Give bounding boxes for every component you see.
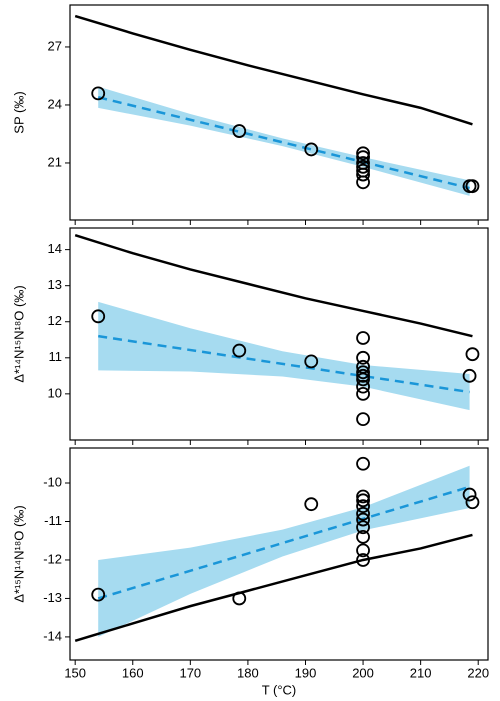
data-point xyxy=(356,386,370,401)
y-tick-label: 21 xyxy=(48,154,62,169)
data-point xyxy=(356,365,370,380)
data-point xyxy=(91,86,106,101)
x-tick-label: 160 xyxy=(122,665,144,680)
confidence-band xyxy=(98,86,470,196)
x-axis-label: T (°C) xyxy=(262,682,297,697)
data-point xyxy=(356,146,370,161)
data-point xyxy=(356,506,370,521)
data-point xyxy=(356,350,370,365)
fit-line xyxy=(97,485,470,600)
confidence-band xyxy=(98,301,470,411)
data-point xyxy=(356,150,370,165)
x-tick-label: 150 xyxy=(64,665,86,680)
plot-frame xyxy=(69,227,489,441)
data-point xyxy=(304,354,319,369)
data-point xyxy=(356,499,370,513)
y-tick-label: 27 xyxy=(48,38,62,53)
data-point xyxy=(356,159,370,174)
x-tick-label: 180 xyxy=(237,665,259,680)
data-point xyxy=(304,497,319,512)
model-line xyxy=(74,533,473,642)
data-point xyxy=(356,529,370,544)
x-tick-label: 170 xyxy=(179,665,201,680)
y-tick-label: -10 xyxy=(43,474,62,489)
data-point xyxy=(356,331,370,345)
y-tick-label: 11 xyxy=(49,349,63,364)
x-tick-label: 200 xyxy=(352,665,374,680)
plot-frame xyxy=(69,447,489,661)
data-point xyxy=(356,543,370,558)
y-axis-label: Δ*¹⁴N¹⁵N¹⁸O (‰) xyxy=(11,285,26,382)
data-point xyxy=(356,489,370,504)
data-point xyxy=(465,179,480,194)
y-tick-label: 13 xyxy=(48,277,62,292)
y-tick-label: -14 xyxy=(43,628,62,643)
data-point xyxy=(356,368,370,383)
data-point xyxy=(304,142,319,157)
model-line xyxy=(74,14,473,126)
fit-line xyxy=(97,96,470,190)
data-point xyxy=(356,175,370,190)
data-point xyxy=(356,167,370,182)
y-tick-label: -12 xyxy=(43,551,62,566)
plot-frame xyxy=(69,4,489,221)
data-point xyxy=(91,587,106,602)
confidence-band xyxy=(98,465,470,637)
data-point xyxy=(232,591,247,606)
data-point xyxy=(356,412,370,426)
data-point xyxy=(356,553,370,567)
fit-line xyxy=(98,334,470,394)
data-point xyxy=(232,124,247,138)
data-point xyxy=(462,487,477,502)
y-tick-label: 10 xyxy=(48,385,62,400)
data-point xyxy=(462,368,477,383)
data-point xyxy=(356,372,370,387)
y-axis-label: SP (‰) xyxy=(11,91,26,133)
y-tick-label: 24 xyxy=(48,96,62,111)
x-tick-label: 190 xyxy=(295,665,317,680)
data-point xyxy=(356,493,370,508)
data-point xyxy=(465,495,480,510)
x-tick-label: 210 xyxy=(410,665,432,680)
y-tick-label: 12 xyxy=(48,313,62,328)
data-point xyxy=(91,309,106,324)
model-line xyxy=(74,234,473,338)
y-tick-label: -11 xyxy=(44,513,62,528)
data-point xyxy=(356,512,370,527)
data-point xyxy=(356,520,370,535)
data-point xyxy=(356,456,370,471)
data-point xyxy=(356,379,370,394)
x-tick-label: 220 xyxy=(467,665,489,680)
y-tick-label: 14 xyxy=(48,241,62,256)
y-axis-label: Δ*¹⁵N¹⁴N¹⁸O (‰) xyxy=(11,505,26,602)
data-point xyxy=(465,347,480,362)
y-tick-label: -13 xyxy=(43,590,62,605)
data-point xyxy=(232,343,247,358)
